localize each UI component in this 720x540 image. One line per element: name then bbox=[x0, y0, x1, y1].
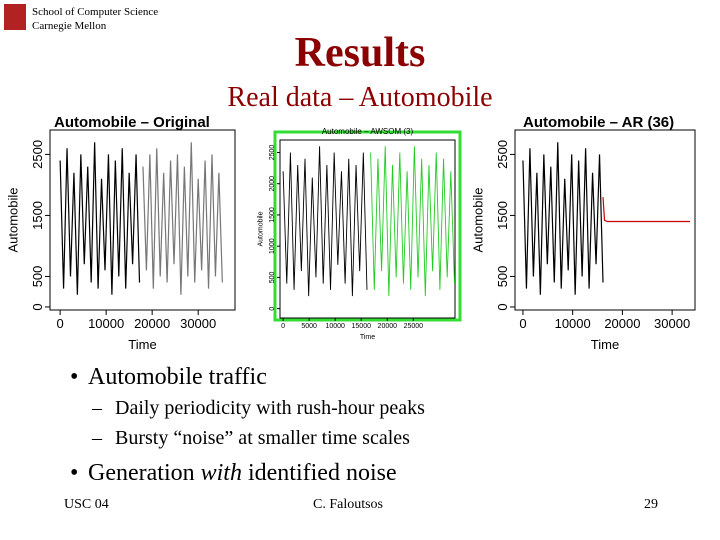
y-tick-label: 500 bbox=[269, 271, 276, 283]
x-tick-label: 25000 bbox=[404, 323, 424, 330]
chart-title: Automobile – AR (36) bbox=[523, 114, 674, 131]
footer-center: C. Faloutsos bbox=[313, 497, 383, 512]
x-tick-label: 20000 bbox=[378, 323, 398, 330]
university: Carnegie Mellon bbox=[32, 20, 107, 32]
slide-title: Results bbox=[295, 30, 426, 76]
plot-frame bbox=[279, 139, 456, 319]
text-part: with bbox=[201, 460, 242, 486]
dash: – bbox=[91, 397, 103, 419]
x-tick-label: 0 bbox=[281, 323, 285, 330]
bullet: • bbox=[70, 364, 78, 390]
footer-left: USC 04 bbox=[64, 497, 109, 512]
y-tick-label: 500 bbox=[30, 266, 45, 288]
x-tick-label: 0 bbox=[519, 316, 526, 331]
text-part: identified noise bbox=[242, 460, 397, 486]
x-tick-label: 20000 bbox=[134, 316, 170, 331]
y-tick-label: 2500 bbox=[269, 145, 276, 161]
x-axis-label: Time bbox=[360, 334, 375, 341]
x-tick-label: 30000 bbox=[654, 316, 690, 331]
dash: – bbox=[91, 427, 103, 449]
y-axis-label: Automobile bbox=[6, 187, 21, 252]
x-tick-label: 10000 bbox=[555, 316, 591, 331]
x-axis-label: Time bbox=[591, 337, 619, 352]
y-tick-label: 2500 bbox=[30, 140, 45, 169]
y-tick-label: 2000 bbox=[269, 176, 276, 192]
y-tick-label: 0 bbox=[30, 303, 45, 310]
y-tick-label: 1500 bbox=[30, 201, 45, 230]
x-tick-label: 5000 bbox=[301, 323, 317, 330]
series-line bbox=[522, 142, 604, 295]
y-tick-label: 0 bbox=[495, 303, 510, 310]
series-line bbox=[602, 197, 691, 223]
plot-frame bbox=[514, 129, 696, 311]
series-line bbox=[282, 146, 368, 297]
x-tick-label: 0 bbox=[57, 316, 64, 331]
school: School of Computer Science bbox=[32, 6, 158, 18]
logo bbox=[4, 4, 26, 30]
y-tick-label: 1500 bbox=[495, 201, 510, 230]
y-axis-label: Automobile bbox=[471, 187, 486, 252]
bullet: • bbox=[70, 460, 78, 486]
x-axis-label: Time bbox=[128, 337, 156, 352]
x-tick-label: 10000 bbox=[88, 316, 124, 331]
y-tick-label: 0 bbox=[269, 307, 276, 311]
y-axis-label: Automobile bbox=[257, 211, 264, 246]
slide-subtitle: Real data – Automobile bbox=[227, 82, 492, 113]
y-tick-label: 2500 bbox=[495, 140, 510, 169]
y-tick-label: 1000 bbox=[269, 238, 276, 254]
series-line bbox=[142, 142, 223, 295]
series-line bbox=[59, 142, 141, 295]
plot-frame bbox=[49, 129, 236, 311]
highlight-box bbox=[273, 130, 462, 322]
bullet-text: Generation with identified noise bbox=[88, 460, 397, 486]
x-tick-label: 30000 bbox=[180, 316, 216, 331]
x-tick-label: 20000 bbox=[604, 316, 640, 331]
x-tick-label: 10000 bbox=[325, 323, 345, 330]
bullet-text: Automobile traffic bbox=[88, 364, 267, 390]
chart-title: Automobile – Original bbox=[54, 114, 210, 131]
x-tick-label: 15000 bbox=[352, 323, 372, 330]
y-tick-label: 1500 bbox=[269, 207, 276, 223]
text-part: Generation bbox=[88, 460, 201, 486]
footer-right: 29 bbox=[644, 497, 658, 512]
series-line bbox=[370, 146, 455, 297]
sub-bullet: Daily periodicity with rush-hour peaks bbox=[115, 397, 425, 419]
sub-bullet: Bursty “noise” at smaller time scales bbox=[115, 427, 410, 449]
y-tick-label: 500 bbox=[495, 266, 510, 288]
chart-title: Automobile – AWSOM (3) bbox=[322, 127, 414, 136]
